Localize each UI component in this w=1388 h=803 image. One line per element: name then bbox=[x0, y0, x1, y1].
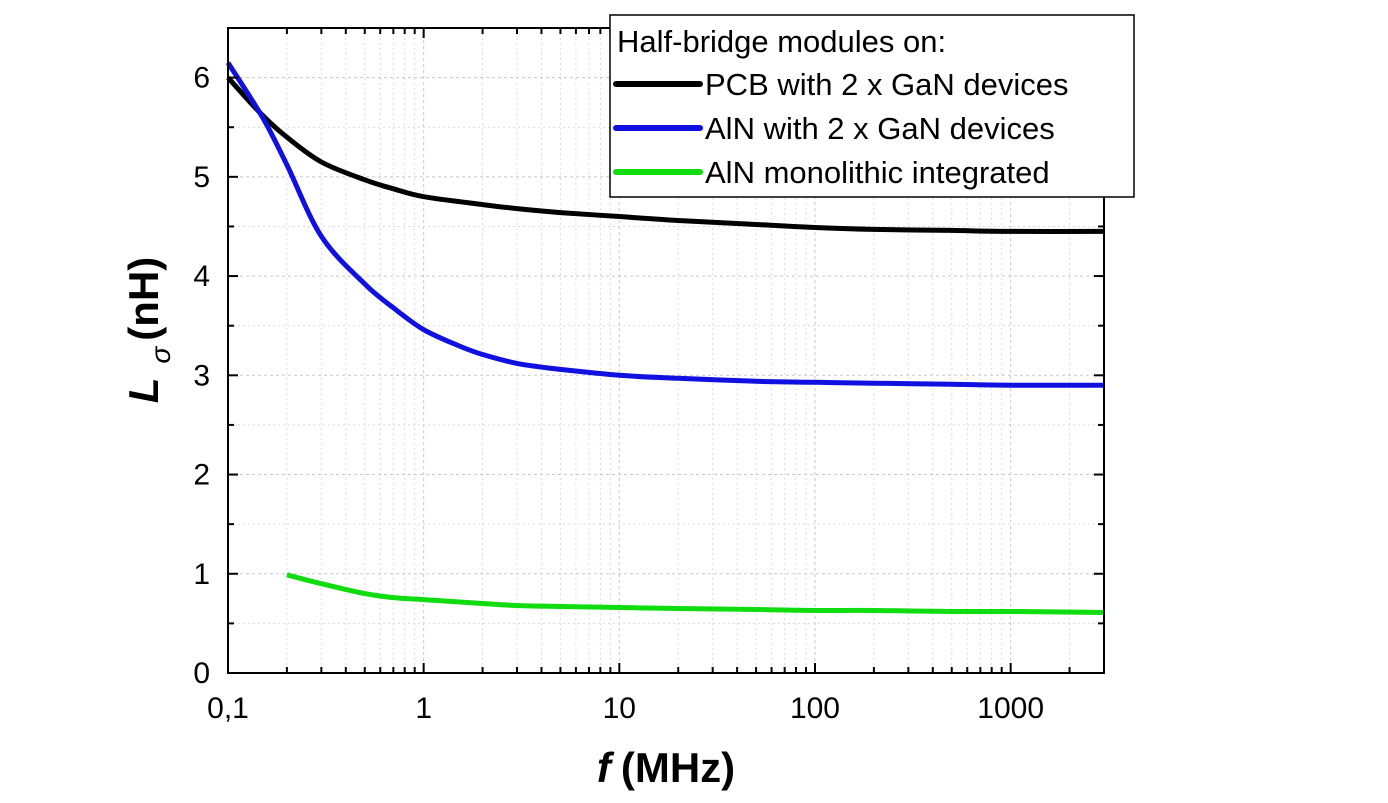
x-tick-label: 1 bbox=[415, 692, 432, 725]
y-tick-label: 1 bbox=[193, 558, 210, 591]
x-axis-symbol: f bbox=[597, 744, 615, 791]
y-tick-label: 5 bbox=[193, 161, 210, 194]
svg-text:Lσ(nH): Lσ (nH) bbox=[120, 257, 176, 404]
legend-title: Half-bridge modules on: bbox=[617, 24, 946, 59]
x-axis-unit: (MHz) bbox=[621, 744, 735, 791]
series-line-pcb bbox=[226, 75, 1105, 234]
x-tick-label: 10 bbox=[603, 692, 636, 725]
x-tick-label: 1000 bbox=[977, 692, 1044, 725]
series-line-aln-gan bbox=[225, 61, 1105, 388]
legend-label-aln-mono: AlN monolithic integrated bbox=[705, 155, 1050, 190]
y-axis-symbol: L bbox=[120, 378, 167, 404]
legend-label-pcb: PCB with 2 x GaN devices bbox=[705, 67, 1069, 102]
tick-labels: 0,1 1 10 100 1000 0 1 2 3 4 5 6 bbox=[193, 62, 1044, 725]
legend-box bbox=[609, 14, 1135, 198]
series-lines bbox=[225, 61, 1105, 615]
y-axis-unit: (nH) bbox=[120, 257, 167, 341]
series-line-aln-mono bbox=[286, 572, 1105, 615]
x-tick-label: 0,1 bbox=[207, 692, 249, 725]
legend: Half-bridge modules on: PCB with 2 x GaN… bbox=[609, 14, 1135, 198]
y-tick-label: 0 bbox=[193, 657, 210, 690]
x-tick-label: 100 bbox=[790, 692, 840, 725]
x-axis-title: f (MHz) bbox=[597, 744, 735, 791]
y-tick-label: 2 bbox=[193, 459, 210, 492]
y-axis-title: Lσ (nH) bbox=[120, 257, 176, 404]
y-axis-subscript: σ bbox=[145, 346, 176, 364]
y-tick-label: 4 bbox=[193, 260, 210, 293]
legend-label-aln-gan: AlN with 2 x GaN devices bbox=[705, 111, 1055, 146]
y-tick-label: 3 bbox=[193, 359, 210, 392]
y-tick-label: 6 bbox=[193, 62, 210, 95]
